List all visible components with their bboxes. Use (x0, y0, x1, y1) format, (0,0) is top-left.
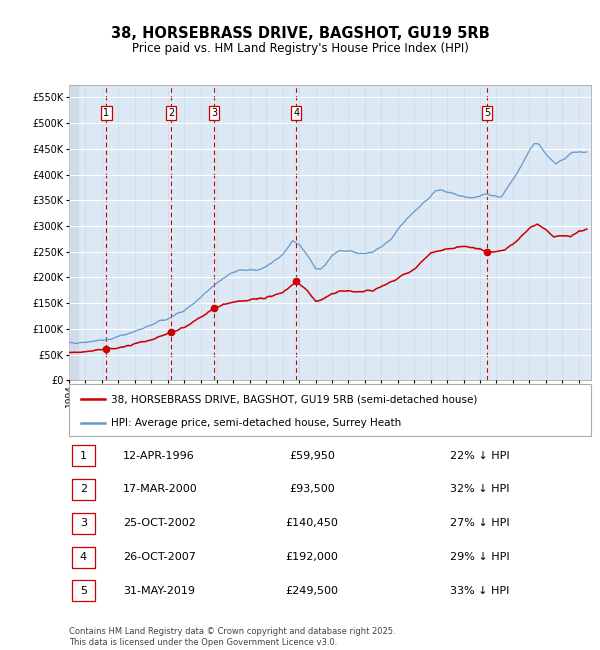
Text: £192,000: £192,000 (286, 552, 338, 562)
Text: 4: 4 (293, 108, 299, 118)
Text: HPI: Average price, semi-detached house, Surrey Heath: HPI: Average price, semi-detached house,… (111, 417, 401, 428)
Text: 5: 5 (80, 586, 87, 596)
Text: 31-MAY-2019: 31-MAY-2019 (123, 586, 195, 596)
Text: 25-OCT-2002: 25-OCT-2002 (123, 518, 196, 528)
Text: £93,500: £93,500 (289, 484, 335, 495)
Text: 3: 3 (80, 518, 87, 528)
Text: 1: 1 (103, 108, 110, 118)
Text: 2: 2 (168, 108, 174, 118)
Text: 3: 3 (211, 108, 217, 118)
Text: 17-MAR-2000: 17-MAR-2000 (123, 484, 198, 495)
Text: Price paid vs. HM Land Registry's House Price Index (HPI): Price paid vs. HM Land Registry's House … (131, 42, 469, 55)
Text: 26-OCT-2007: 26-OCT-2007 (123, 552, 196, 562)
Text: Contains HM Land Registry data © Crown copyright and database right 2025.
This d: Contains HM Land Registry data © Crown c… (69, 627, 395, 647)
Text: 32% ↓ HPI: 32% ↓ HPI (450, 484, 509, 495)
Text: 29% ↓ HPI: 29% ↓ HPI (450, 552, 509, 562)
Text: 1: 1 (80, 450, 87, 461)
Text: £249,500: £249,500 (286, 586, 338, 596)
Text: 2: 2 (80, 484, 87, 495)
Text: 5: 5 (484, 108, 490, 118)
Text: 33% ↓ HPI: 33% ↓ HPI (450, 586, 509, 596)
Text: 22% ↓ HPI: 22% ↓ HPI (450, 450, 509, 461)
Text: 27% ↓ HPI: 27% ↓ HPI (450, 518, 509, 528)
Text: £140,450: £140,450 (286, 518, 338, 528)
Text: 4: 4 (80, 552, 87, 562)
Text: 38, HORSEBRASS DRIVE, BAGSHOT, GU19 5RB: 38, HORSEBRASS DRIVE, BAGSHOT, GU19 5RB (110, 26, 490, 41)
Text: £59,950: £59,950 (289, 450, 335, 461)
Text: 38, HORSEBRASS DRIVE, BAGSHOT, GU19 5RB (semi-detached house): 38, HORSEBRASS DRIVE, BAGSHOT, GU19 5RB … (111, 394, 478, 404)
Text: 12-APR-1996: 12-APR-1996 (123, 450, 195, 461)
